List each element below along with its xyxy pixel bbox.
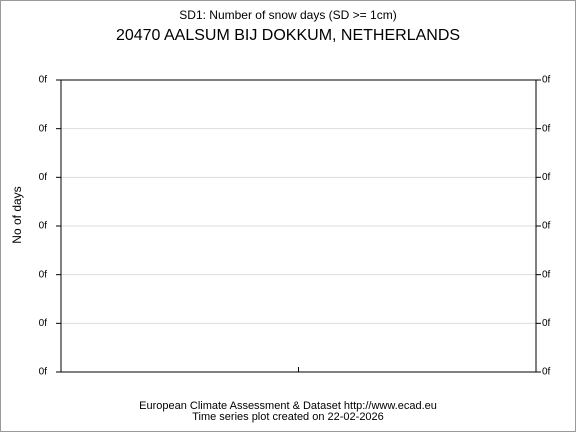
y-tick-label: 0f: [39, 367, 48, 378]
y2-tick-label: 0f: [542, 123, 551, 134]
y-tick-label: 0f: [39, 123, 48, 134]
chart-title: SD1: Number of snow days (SD >= 1cm): [179, 8, 396, 22]
y2-tick-label: 0f: [542, 172, 551, 183]
y-tick-label: 0f: [39, 221, 48, 232]
y-tick-label: 0f: [39, 172, 48, 183]
y-tick-label: 0f: [39, 75, 48, 86]
y-axis-label: No of days: [10, 186, 24, 243]
chart-subtitle: 20470 AALSUM BIJ DOKKUM, NETHERLANDS: [116, 27, 460, 44]
y2-tick-label: 0f: [542, 367, 551, 378]
y2-tick-label: 0f: [542, 221, 551, 232]
footer: Time series plot created on 22-02-2026: [192, 411, 384, 423]
y2-tick-label: 0f: [542, 269, 551, 280]
y2-tick-label: 0f: [542, 75, 551, 86]
footer: European Climate Assessment & Dataset ht…: [139, 400, 437, 412]
y-tick-label: 0f: [39, 269, 48, 280]
y2-tick-label: 0f: [542, 318, 551, 329]
y-tick-label: 0f: [39, 318, 48, 329]
